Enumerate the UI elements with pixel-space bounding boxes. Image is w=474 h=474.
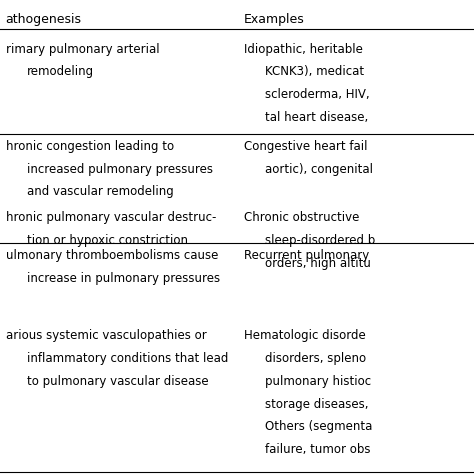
Text: aortic), congenital: aortic), congenital	[265, 163, 374, 175]
Text: increased pulmonary pressures: increased pulmonary pressures	[27, 163, 213, 175]
Text: ulmonary thromboembolisms cause: ulmonary thromboembolisms cause	[6, 249, 218, 262]
Text: Chronic obstructive: Chronic obstructive	[244, 211, 359, 225]
Text: failure, tumor obs: failure, tumor obs	[265, 443, 371, 456]
Text: tion or hypoxic constriction: tion or hypoxic constriction	[27, 234, 188, 247]
Text: Idiopathic, heritable: Idiopathic, heritable	[244, 43, 363, 55]
Text: hronic pulmonary vascular destruc-: hronic pulmonary vascular destruc-	[6, 211, 216, 225]
Text: disorders, spleno: disorders, spleno	[265, 352, 366, 365]
Text: Congestive heart fail: Congestive heart fail	[244, 140, 368, 153]
Text: Hematologic disorde: Hematologic disorde	[244, 329, 366, 342]
Text: arious systemic vasculopathies or: arious systemic vasculopathies or	[6, 329, 207, 342]
Text: hronic congestion leading to: hronic congestion leading to	[6, 140, 174, 153]
Text: orders, high altitu: orders, high altitu	[265, 257, 371, 270]
Text: sleep-disordered b: sleep-disordered b	[265, 234, 376, 247]
Text: remodeling: remodeling	[27, 65, 94, 78]
Text: rimary pulmonary arterial: rimary pulmonary arterial	[6, 43, 159, 55]
Text: Others (segmenta: Others (segmenta	[265, 420, 373, 433]
Text: scleroderma, HIV,: scleroderma, HIV,	[265, 88, 370, 101]
Text: to pulmonary vascular disease: to pulmonary vascular disease	[27, 375, 209, 388]
Text: storage diseases,: storage diseases,	[265, 398, 369, 410]
Text: inflammatory conditions that lead: inflammatory conditions that lead	[27, 352, 228, 365]
Text: and vascular remodeling: and vascular remodeling	[27, 185, 174, 198]
Text: Recurrent pulmonary: Recurrent pulmonary	[244, 249, 369, 262]
Text: KCNK3), medicat: KCNK3), medicat	[265, 65, 365, 78]
Text: Examples: Examples	[244, 13, 305, 26]
Text: increase in pulmonary pressures: increase in pulmonary pressures	[27, 272, 220, 284]
Text: pulmonary histioc: pulmonary histioc	[265, 375, 372, 388]
Text: tal heart disease,: tal heart disease,	[265, 111, 369, 124]
Text: athogenesis: athogenesis	[6, 13, 82, 26]
